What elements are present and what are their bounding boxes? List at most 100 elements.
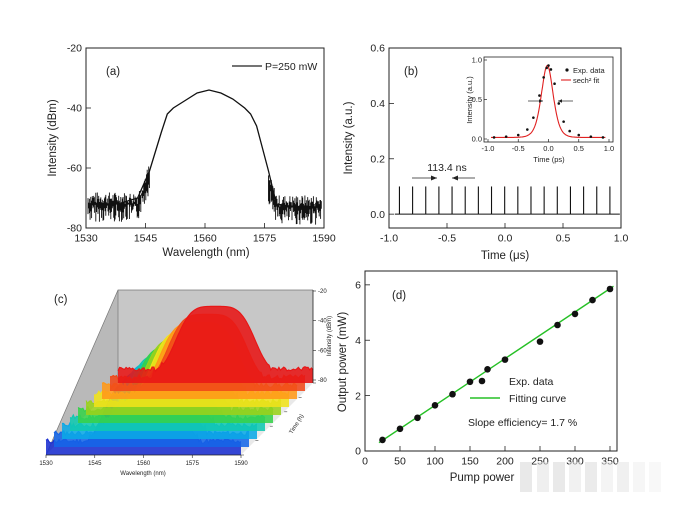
panel-d-legend-fit: Fitting curve: [509, 393, 566, 405]
panel-a-spectrum-line: [93, 89, 320, 208]
inset-ytick-label: 0.5: [472, 95, 482, 104]
panel-c-tag: (c): [54, 294, 68, 306]
panel-a-ytick-label: -20: [67, 43, 82, 55]
inset-data-point: [492, 136, 496, 139]
panel-d-tag: (d): [392, 290, 406, 302]
inset-ytick-label: 1.0: [472, 56, 482, 65]
inset-ytick-label: 0.0: [472, 135, 482, 144]
panel-c-xtick-label: 1560: [137, 461, 151, 467]
inset-xtick-label: -0.5: [512, 144, 525, 153]
panel-c-xtick-label: 1545: [88, 461, 102, 467]
inset-data-point: [553, 82, 556, 85]
inset-data-point: [562, 120, 565, 123]
inset-xlabel: Time (ps): [533, 155, 565, 164]
panel-c-xtick-label: 1590: [234, 461, 248, 467]
inset-legend-dot: [565, 68, 569, 72]
inset-xtick-label: -1.0: [482, 144, 495, 153]
panel-d-xlabel: Pump power: [450, 472, 515, 484]
inset-data-point: [557, 102, 561, 105]
panel-a: (a) P=250 mW 1530 1545 1560 1575 1590 -80 -60 -…: [47, 43, 336, 259]
panel-c-xtick-label: 1530: [39, 461, 53, 467]
panel-b-xlabel: Time (μs): [481, 250, 530, 262]
panel-a-xtick-label: 1560: [193, 233, 217, 245]
inset-data-point: [589, 135, 593, 138]
panel-c-ztick-label: -40: [318, 319, 327, 325]
panel-d-frame: [364, 270, 618, 452]
panel-a-xtick-label: 1530: [74, 233, 98, 245]
panel-d-ytick-label: 6: [355, 280, 361, 292]
inset-data-point: [549, 68, 553, 71]
panel-d-xtick-label: 150: [461, 456, 479, 468]
inset-data-point: [542, 76, 545, 79]
panel-d-data-point: [379, 436, 386, 444]
panel-d-slope-annotation: Slope efficiency= 1.7 %: [468, 417, 577, 429]
panel-b-tag: (b): [404, 66, 418, 78]
panel-b-xtick-label: -0.5: [438, 233, 456, 245]
panel-d-data-point: [449, 390, 456, 398]
panel-c: (c) 1530 1545 1560 1575 1590 -80 -60 -40 -20 Wav…: [39, 289, 333, 477]
inset-xtick-label: 0.0: [543, 144, 553, 153]
panel-d-data-point: [554, 321, 561, 329]
panel-a-ytick-label: -80: [67, 223, 82, 235]
panel-d-legend-dot: [478, 377, 486, 385]
panel-a-xtick-label: 1575: [253, 233, 277, 245]
panel-c-ztick-label: -60: [318, 348, 327, 354]
inset-data-point: [601, 136, 605, 139]
inset-data-point: [545, 66, 548, 70]
panel-d-data-point: [431, 402, 439, 409]
panel-b-ytick-label: 0.2: [370, 153, 385, 165]
panel-c-spectrum-line: [117, 305, 314, 373]
inset-data-point: [526, 128, 529, 131]
panel-d-xtick-label: 100: [426, 456, 444, 468]
inset-data-point: [532, 116, 535, 119]
inset-data-point: [538, 94, 541, 97]
inset-legend-fit: sech² fit: [573, 76, 600, 85]
inset-ylabel: Intensity (a.u.): [465, 76, 474, 124]
inset-data-point: [568, 129, 571, 133]
panel-b-xtick-label: 0.5: [556, 233, 571, 245]
inset-data-point: [504, 135, 508, 138]
panel-b-spacing-label: 113.4 ns: [427, 162, 467, 174]
panel-d-data-point: [571, 310, 579, 318]
panel-a-tag: (a): [106, 66, 120, 78]
panel-b-ytick-label: 0.4: [370, 98, 385, 110]
panel-b-xtick-label: -1.0: [380, 233, 398, 245]
panel-a-noise-floor: [87, 166, 322, 225]
panel-d-ylabel: Output power (mW): [337, 312, 349, 412]
inset-frame: [483, 56, 614, 143]
panel-c-depth-label: Time (h): [289, 413, 306, 435]
inset-legend-data: Exp. data: [573, 66, 606, 75]
inset-xtick-label: 0.5: [574, 144, 584, 153]
panel-d-data-point: [396, 425, 404, 433]
panel-a-ytick-label: -60: [67, 163, 82, 175]
panel-b-inset: -1.0 -0.5 0.0 0.5 1.0 0.0 0.5 1.0 Exp. data sec…: [465, 56, 614, 165]
inset-data-point: [547, 64, 550, 67]
panel-b-xtick-label: 1.0: [614, 233, 629, 245]
panel-d-legend-data: Exp. data: [509, 376, 554, 388]
panel-a-xlabel: Wavelength (nm): [162, 247, 249, 259]
panel-d-data-point: [484, 366, 491, 373]
panel-a-legend-label: P=250 mW: [265, 61, 317, 73]
panel-d-data-point: [589, 296, 596, 304]
panel-d-ytick-label: 2: [355, 390, 361, 402]
panel-c-spectrum-fill: [118, 306, 313, 383]
panel-c-zlabel: Intensity (dBm): [327, 316, 333, 356]
panel-b-xtick-label: 0.0: [498, 233, 513, 245]
panel-a-xtick-label: 1545: [134, 233, 158, 245]
panel-b-spacing-marker: [412, 175, 475, 181]
inset-xtick-label: 1.0: [604, 144, 614, 153]
inset-fwhm-marker: [528, 99, 573, 103]
panel-d-xtick-label: 200: [496, 456, 514, 468]
panel-b-ytick-label: 0.6: [370, 43, 385, 55]
panel-d-data-point: [414, 414, 421, 422]
inset-data-point: [516, 133, 520, 137]
panel-b-ylabel: Intensity (a.u.): [343, 101, 355, 174]
watermark-blur: [520, 462, 661, 492]
panel-b-ytick-label: 0.0: [370, 209, 385, 221]
panel-d-ytick-label: 0: [355, 446, 361, 458]
panel-d-ytick-label: 4: [355, 335, 361, 347]
panel-a-ytick-label: -40: [67, 103, 82, 115]
panel-a-xtick-label: 1590: [312, 233, 336, 245]
